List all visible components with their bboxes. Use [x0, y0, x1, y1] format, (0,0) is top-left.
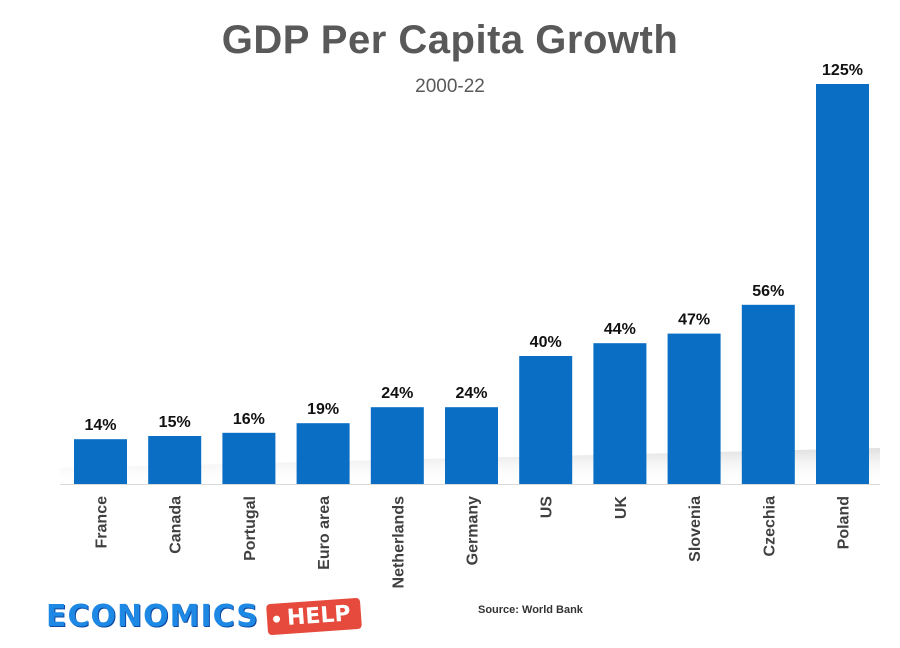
- data-label: 24%: [381, 385, 413, 402]
- bar-us: [519, 356, 573, 484]
- x-tick-label: Germany: [465, 496, 482, 565]
- source-note: Source: World Bank: [478, 604, 583, 616]
- bar-slovenia: [667, 333, 721, 484]
- data-label: 40%: [530, 334, 562, 351]
- bar-germany: [445, 407, 498, 484]
- x-tick-label: Netherlands: [390, 496, 407, 589]
- logo-tag-text: HELP: [286, 600, 352, 631]
- bar-euro-area: [296, 423, 350, 484]
- economics-help-logo: ECONOMICS HELP: [46, 596, 362, 636]
- logo-tag: HELP: [265, 597, 362, 635]
- data-label: 16%: [233, 411, 265, 428]
- x-tick-label: France: [94, 496, 111, 549]
- x-tick-label: Canada: [168, 496, 185, 554]
- x-tick-label: Portugal: [242, 496, 259, 561]
- bar-netherlands: [370, 407, 424, 484]
- bar-czechia: [741, 304, 795, 484]
- x-tick-label: US: [539, 496, 556, 519]
- data-label: 125%: [822, 62, 863, 79]
- bar-canada: [148, 436, 202, 484]
- bar-france: [74, 439, 127, 484]
- data-label: 56%: [752, 283, 784, 300]
- bar-poland: [816, 84, 869, 484]
- x-tick-label: Euro area: [316, 496, 333, 570]
- x-tick-label: Czechia: [761, 496, 778, 557]
- x-tick-label: UK: [613, 496, 630, 520]
- tag-hole-icon: [272, 614, 281, 623]
- data-label: 24%: [455, 385, 487, 402]
- data-label: 44%: [604, 321, 636, 338]
- x-tick-label: Poland: [836, 496, 853, 549]
- data-label: 19%: [307, 401, 339, 418]
- logo-text: ECONOMICS: [46, 598, 259, 634]
- data-label: 15%: [159, 414, 191, 431]
- chart-title: GDP Per Capita Growth: [221, 18, 679, 62]
- data-label: 14%: [84, 417, 116, 434]
- bar-uk: [593, 343, 647, 484]
- data-label: 47%: [678, 312, 710, 329]
- bar-portugal: [222, 432, 276, 484]
- x-tick-label: Slovenia: [687, 496, 704, 562]
- chart-subtitle: 2000-22: [415, 76, 485, 97]
